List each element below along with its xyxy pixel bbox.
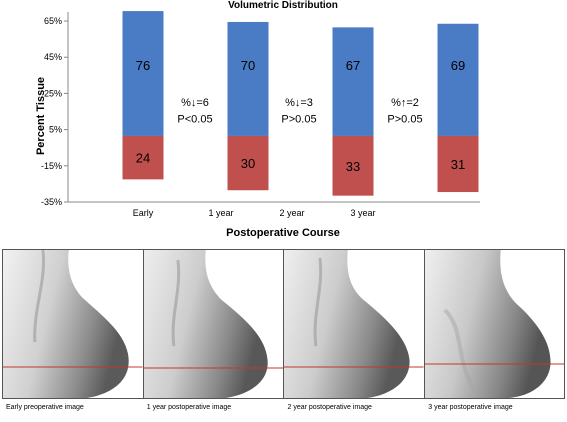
bar-upper-segment [437, 23, 479, 136]
bar-lower-label: 33 [346, 159, 360, 174]
x-tick-label: 2 year [279, 208, 304, 218]
bars: 76 24 70 30 67 33 69 31 [122, 11, 479, 196]
bar-upper-segment [227, 21, 269, 136]
image-panels [2, 249, 565, 399]
annotation-pvalue: P>0.05 [387, 113, 422, 125]
caption-early: Early preoperative image [6, 404, 84, 411]
image-panel-2-year [284, 250, 425, 398]
image-panel-3-year [424, 250, 564, 398]
breast-3d-image [424, 250, 564, 398]
breast-3d-image [284, 250, 424, 398]
y-tick-label: 65% [44, 16, 62, 26]
annotation-change: %↓=6 [181, 97, 209, 109]
y-axis-ticks: 65% 45% 25% 5% -15% -35% [41, 16, 68, 207]
bar-upper-label: 70 [241, 58, 255, 73]
bar-upper-label: 69 [451, 58, 465, 73]
caption-2-year: 2 year postoperative image [287, 404, 372, 411]
caption-1-year: 1 year postoperative image [146, 404, 232, 411]
y-tick-label: 5% [49, 125, 62, 135]
bar-upper-label: 76 [136, 58, 150, 73]
bar-upper-segment [122, 11, 164, 136]
image-panel-1-year [143, 250, 284, 398]
annotations: %↓=6 P<0.05 %↓=3 P>0.05 %↑=2 P>0.05 [177, 97, 422, 125]
bar-lower-label: 24 [136, 151, 150, 166]
breast-3d-image [3, 250, 143, 398]
bar-lower-segment [332, 135, 374, 196]
x-axis-title: Postoperative Course [226, 227, 340, 239]
x-tick-label: 3 year [350, 208, 375, 218]
bar-lower-label: 30 [241, 156, 255, 171]
annotation-pvalue: P>0.05 [281, 113, 316, 125]
bar-lower-segment [437, 135, 479, 193]
annotation-change: %↑=2 [391, 97, 419, 109]
y-tick-label: -15% [41, 161, 62, 171]
breast-3d-image [143, 250, 283, 398]
image-panel-early [3, 250, 144, 398]
image-captions: Early preoperative image 1 year postoper… [2, 404, 565, 418]
y-axis-title: Percent Tissue [35, 77, 47, 155]
volumetric-chart: Volumetric Distribution 65% 45% 25% 5% -15% -… [35, 0, 480, 239]
x-tick-label: 1 year [208, 208, 233, 218]
bar-upper-label: 67 [346, 58, 360, 73]
annotation-change: %↓=3 [285, 97, 313, 109]
y-tick-label: -35% [41, 197, 62, 207]
bar-upper-segment [332, 27, 374, 136]
y-tick-label: 25% [44, 88, 62, 98]
bar-lower-segment [122, 135, 164, 180]
caption-3-year: 3 year postoperative image [428, 404, 513, 411]
chart-title: Volumetric Distribution [228, 0, 338, 11]
y-tick-label: 45% [44, 52, 62, 62]
x-axis-ticks: Early 1 year 2 year 3 year [133, 208, 376, 218]
x-tick-label: Early [133, 208, 154, 218]
bar-lower-segment [227, 135, 269, 191]
bar-lower-label: 31 [451, 157, 465, 172]
annotation-pvalue: P<0.05 [177, 113, 212, 125]
